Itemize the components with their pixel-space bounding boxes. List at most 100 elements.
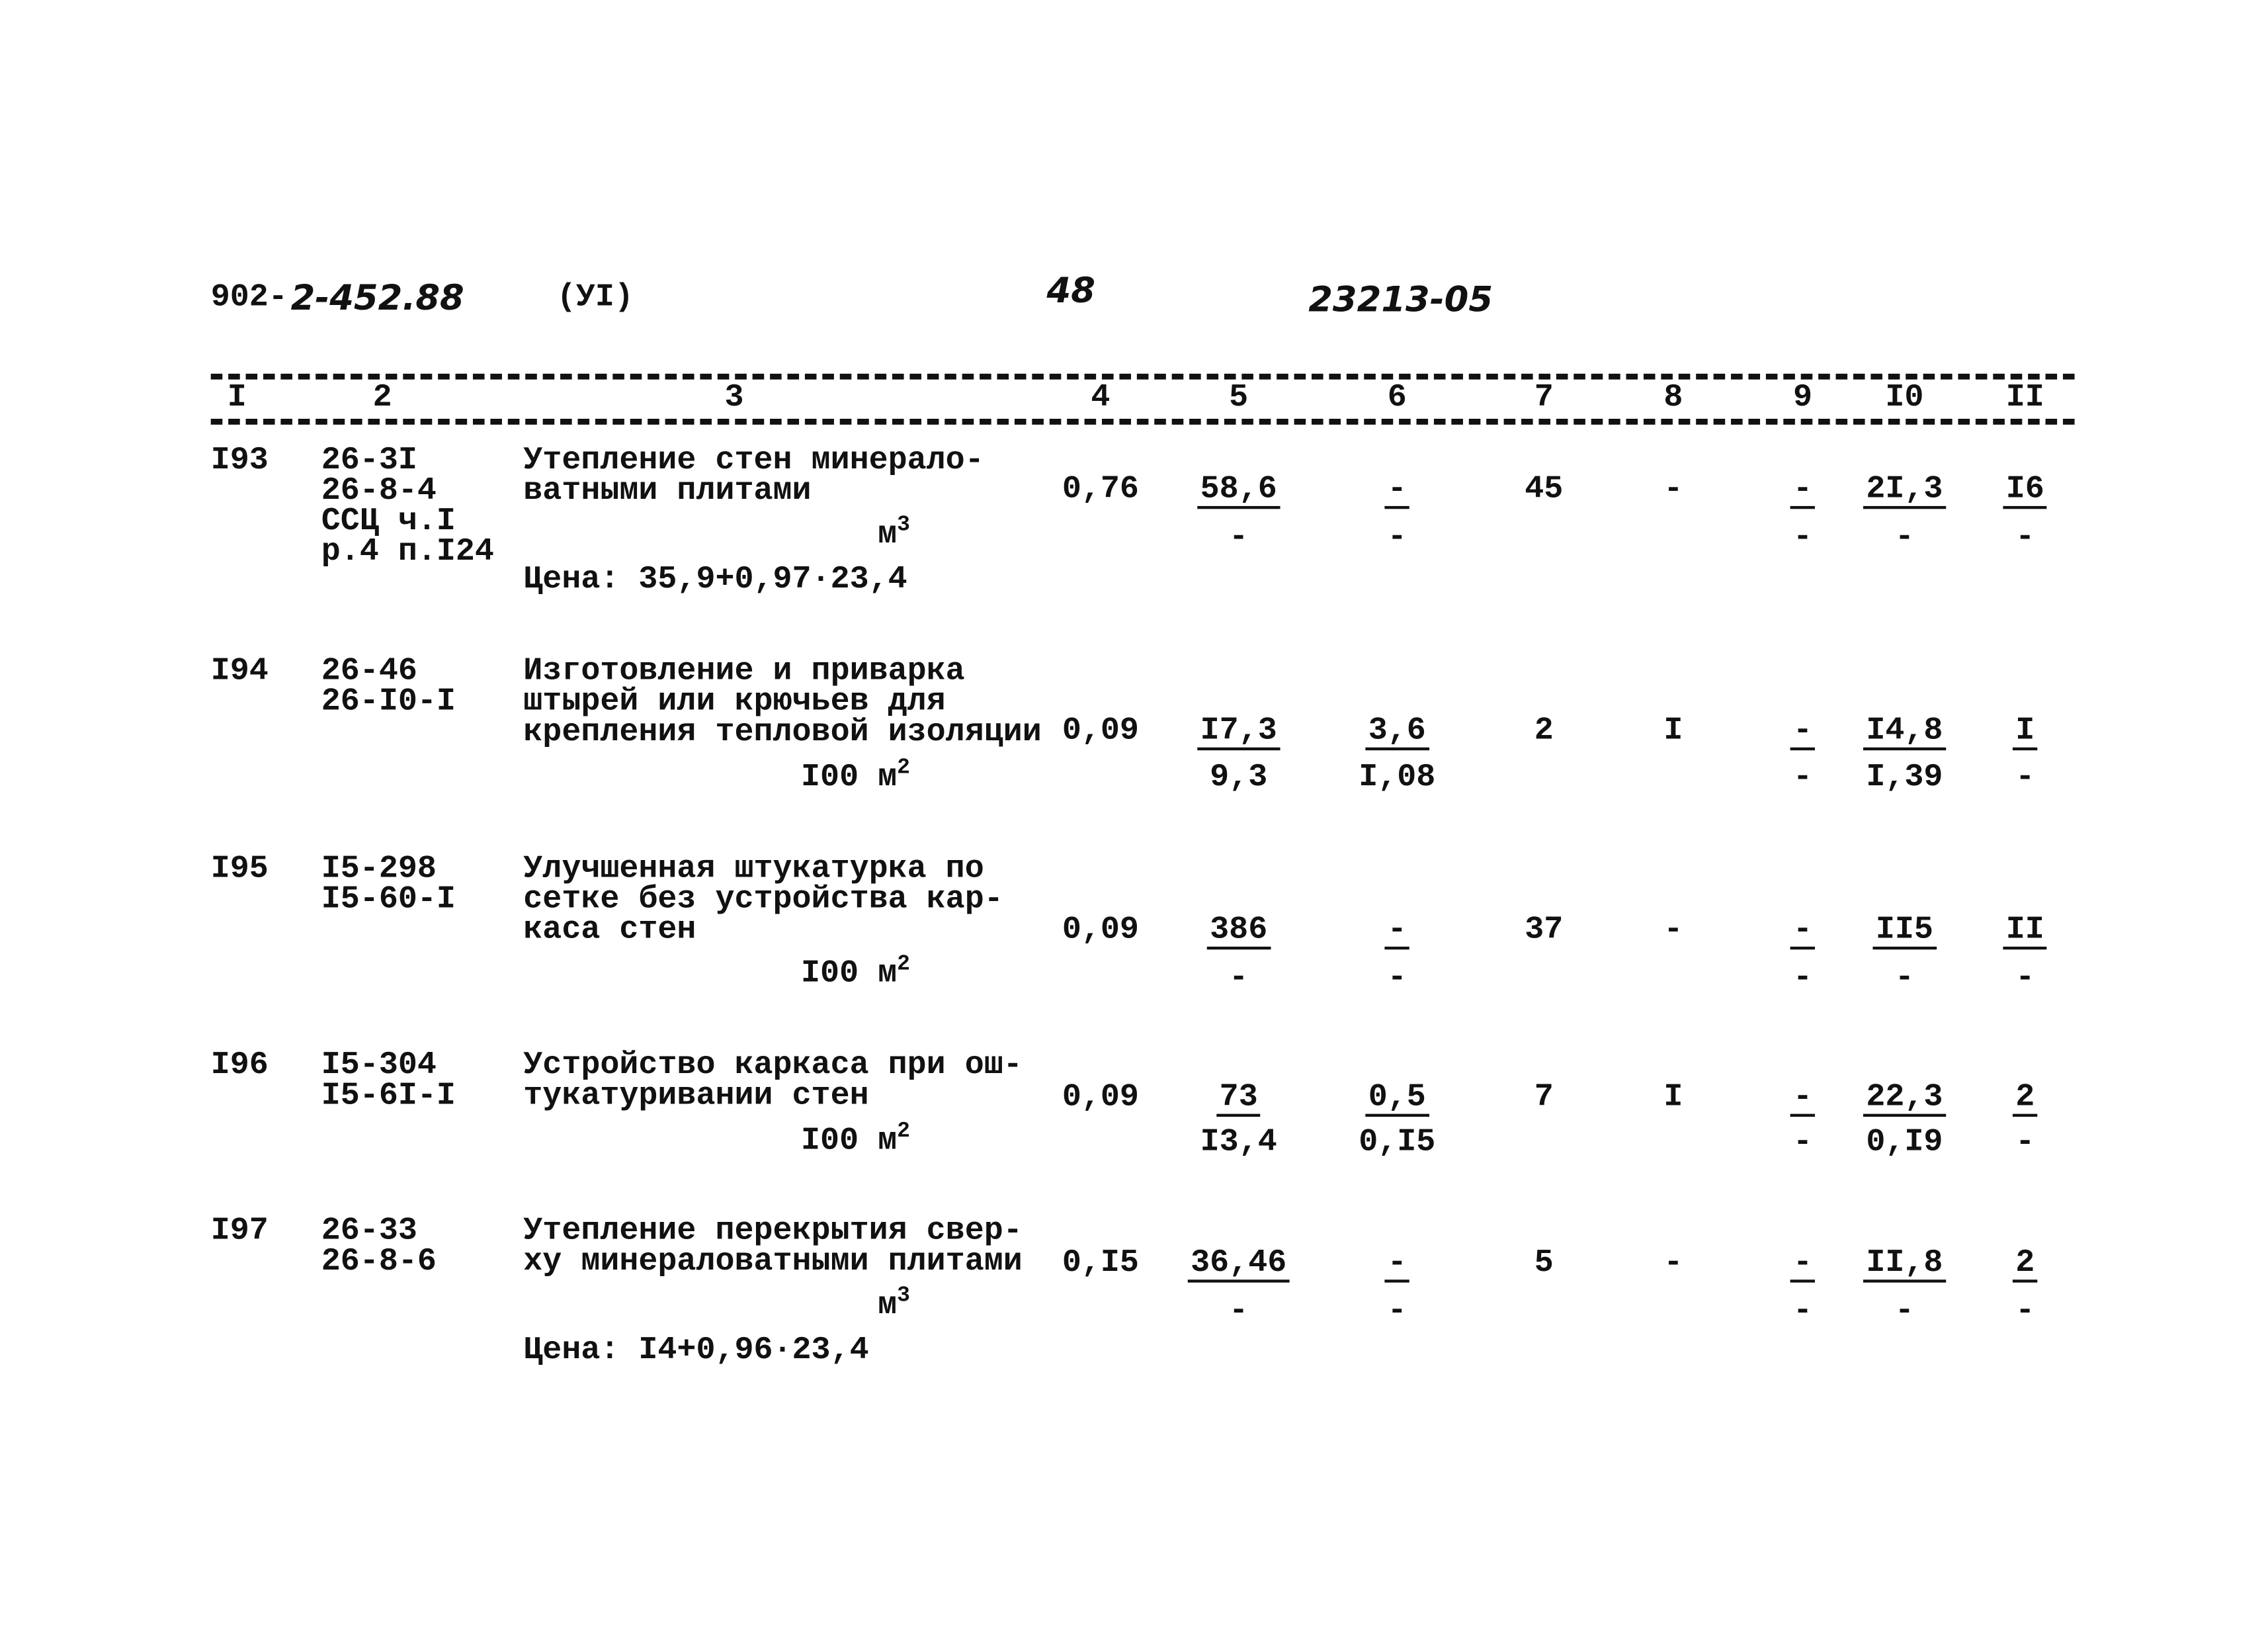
fraction-numerator-col9: - [1790,1081,1816,1117]
unit-text: м [878,516,898,553]
fraction-numerator-col9: - [1790,714,1816,751]
work-description: ху минераловатными плитами [523,1243,1023,1280]
fraction-numerator-col9: - [1790,473,1816,509]
doc-code-prefix: 902- [210,279,288,316]
unit-text: I00 м [801,759,898,796]
page-number: 48 [1046,270,1095,312]
section-label: (УI) [556,279,634,316]
work-description: тукатуривании стен [523,1077,869,1114]
fraction-numerator-col6: - [1384,914,1410,950]
norm-code: I5-6I-I [321,1077,456,1114]
work-description: сетке без устройства кар- [523,881,1003,918]
row-number: I94 [210,652,269,689]
work-description: каса стен [523,912,696,949]
fraction-numerator-col10: II,8 [1863,1247,1946,1283]
fraction-numerator-col6: 3,6 [1365,714,1429,751]
fraction-numerator-col5: I7,3 [1197,714,1281,751]
fraction-numerator-col5: 58,6 [1197,473,1281,509]
fraction-numerator-col11: 2 [2012,1081,2038,1117]
value-col7: 37 [1525,912,1564,949]
work-description: Утепление стен минерало- [523,442,984,479]
fraction-denominator-col11: - [2015,1293,2035,1329]
fraction-numerator-col6: 0,5 [1365,1081,1429,1117]
quantity: 0,09 [1062,912,1139,949]
fraction-denominator-col6: - [1387,959,1407,996]
unit-exponent: 2 [897,756,910,781]
unit-text: м [878,1287,898,1324]
value-col8: - [1663,471,1683,508]
fraction-numerator-col5: 386 [1206,914,1271,950]
norm-code: 26-46 [321,652,417,689]
column-header-4: 4 [1091,379,1111,416]
unit-text: I00 м [801,955,898,992]
column-header-5: 5 [1229,379,1249,416]
fraction-denominator-col10: - [1894,1293,1914,1329]
row-number: I97 [210,1213,269,1250]
fraction-numerator-col10: 2I,3 [1863,473,1946,509]
unit-exponent: 3 [897,1283,910,1309]
fraction-denominator-col5: I3,4 [1200,1124,1277,1161]
work-description: крепления тепловой изоляции [523,714,1042,751]
work-description: Изготовление и приварка [523,652,965,689]
value-col7: 7 [1534,1078,1554,1115]
column-header-7: 7 [1534,379,1554,416]
norm-code: 26-33 [321,1213,417,1250]
column-header-6: 6 [1387,379,1407,416]
fraction-denominator-col6: 0,I5 [1359,1124,1436,1161]
value-col7: 5 [1534,1244,1554,1281]
unit-text: I00 м [801,1122,898,1159]
fraction-numerator-col11: I6 [2003,473,2048,509]
norm-code: I5-298 [321,850,437,887]
fraction-denominator-col6: I,08 [1359,759,1436,796]
quantity: 0,I5 [1062,1244,1139,1281]
fraction-numerator-col6: - [1384,473,1410,509]
value-col7: 45 [1525,471,1564,508]
fraction-denominator-col6: - [1387,519,1407,556]
fraction-denominator-col9: - [1793,519,1813,556]
fraction-numerator-col9: - [1790,914,1816,950]
fraction-denominator-col10: I,39 [1866,759,1943,796]
quantity: 0,09 [1062,1078,1139,1115]
fraction-denominator-col5: - [1229,959,1249,996]
norm-code: 26-3I [321,442,417,479]
norm-code: I5-304 [321,1047,437,1084]
unit-of-measure: I00 м2 [801,1121,910,1159]
norm-code: 26-8-4 [321,472,437,509]
work-description: Утепление перекрытия свер- [523,1213,1023,1250]
fraction-denominator-col5: - [1229,519,1249,556]
fraction-denominator-col11: - [2015,519,2035,556]
price-formula: Цена: I4+0,96·23,4 [523,1332,869,1369]
column-header-2: 2 [372,379,392,416]
column-header-9: 9 [1793,379,1813,416]
fraction-denominator-col5: - [1229,1293,1249,1329]
fraction-numerator-col6: - [1384,1247,1410,1283]
unit-of-measure: I00 м2 [801,953,910,992]
fraction-denominator-col10: - [1894,959,1914,996]
row-number: I93 [210,442,269,479]
fraction-numerator-col11: 2 [2012,1247,2038,1283]
price-formula: Цена: 35,9+0,97·23,4 [523,561,907,598]
fraction-denominator-col9: - [1793,1293,1813,1329]
unit-exponent: 3 [897,513,910,538]
norm-code: I5-60-I [321,881,456,918]
norm-code: ССЦ ч.I [321,503,456,540]
fraction-denominator-col10: - [1894,519,1914,556]
value-col8: I [1663,1078,1683,1115]
fraction-numerator-col5: 73 [1216,1081,1261,1117]
row-number: I96 [210,1047,269,1084]
work-description: Устройство каркаса при ош- [523,1047,1023,1084]
work-description: штырей или крючьев для [523,683,946,720]
column-header-1: I [227,379,247,416]
fraction-denominator-col10: 0,I9 [1866,1124,1943,1161]
doc-code-handwritten: 2-452.88 [290,277,464,319]
unit-exponent: 2 [897,1119,910,1145]
fraction-denominator-col11: - [2015,759,2035,796]
norm-code: р.4 п.I24 [321,533,494,570]
fraction-numerator-col10: II5 [1872,914,1937,950]
norm-code: 26-I0-I [321,683,456,720]
fraction-numerator-col5: 36,46 [1187,1247,1290,1283]
value-col8: - [1663,912,1683,949]
value-col8: I [1663,713,1683,749]
fraction-denominator-col9: - [1793,1124,1813,1161]
